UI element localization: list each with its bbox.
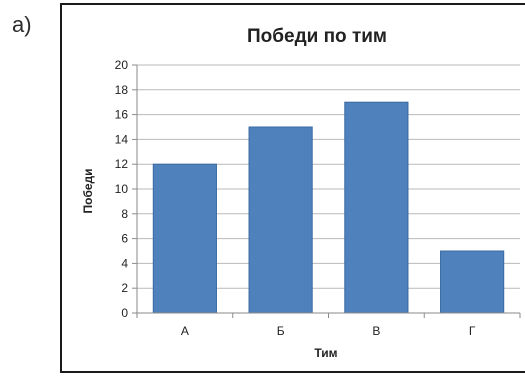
x-tick-label: Б [277, 324, 285, 338]
y-tick-label: 14 [115, 132, 129, 146]
chart-frame: Победи по тим 0 2 4 6 8 10 12 14 16 18 20 А Б В Г Побе… [60, 3, 525, 373]
y-tick-label: 0 [121, 306, 128, 320]
y-tick-label: 4 [121, 256, 128, 270]
y-tick-label: 18 [115, 83, 129, 97]
y-tick-label: 10 [115, 182, 129, 196]
bars [152, 101, 505, 314]
y-tick-label: 2 [121, 281, 128, 295]
x-tick-label: В [372, 324, 380, 338]
bar-chart: Победи по тим 0 2 4 6 8 10 12 14 16 18 20 А Б В Г Побе… [81, 26, 521, 360]
axes [132, 64, 521, 318]
chart-title: Победи по тим [247, 26, 387, 47]
y-tick-label: 12 [115, 157, 129, 171]
x-tick-label: Г [469, 324, 476, 338]
tick-labels: 0 2 4 6 8 10 12 14 16 18 20 А Б В Г [115, 58, 476, 338]
y-tick-label: 16 [115, 108, 129, 122]
y-tick-label: 6 [121, 232, 128, 246]
bar-2 [248, 126, 313, 314]
bar-4 [440, 250, 505, 314]
bar-1 [152, 163, 217, 314]
bar-3 [344, 101, 409, 314]
x-tick-label: А [181, 324, 189, 338]
y-axis-label: Победи [81, 168, 95, 213]
x-axis-label: Тим [314, 346, 337, 360]
y-tick-label: 8 [121, 207, 128, 221]
y-tick-label: 20 [115, 58, 129, 72]
panel-label: a) [12, 12, 32, 37]
